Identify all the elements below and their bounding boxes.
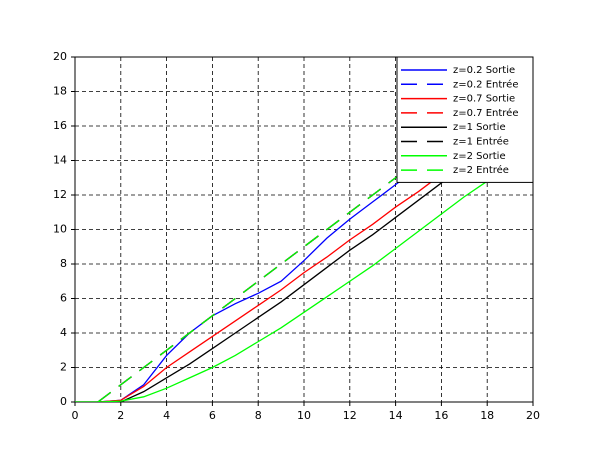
legend-label: z=0.7 Entrée	[453, 107, 518, 119]
y-tick-label: 4	[60, 326, 67, 339]
y-tick-label: 16	[53, 119, 67, 132]
x-tick-label: 2	[117, 409, 124, 422]
x-tick-label: 12	[343, 409, 357, 422]
legend-label: z=1 Sortie	[453, 122, 506, 133]
x-tick-label: 20	[526, 409, 540, 422]
y-tick-label: 6	[60, 292, 67, 305]
legend-label: z=1 Entrée	[453, 136, 509, 148]
x-tick-label: 14	[389, 409, 403, 422]
x-tick-label: 0	[72, 409, 79, 422]
x-tick-label: 6	[209, 409, 216, 422]
y-tick-label: 18	[53, 85, 67, 98]
legend-label: z=0.2 Sortie	[453, 65, 515, 76]
plot-frame	[74, 56, 534, 403]
y-tick-label: 0	[60, 395, 67, 408]
y-tick-label: 8	[60, 257, 67, 270]
series-line	[75, 146, 533, 402]
x-tick-label: 16	[434, 409, 448, 422]
x-tick-label: 4	[163, 409, 170, 422]
y-tick-label: 12	[53, 188, 67, 201]
x-tick-label: 8	[255, 409, 262, 422]
legend-label: z=2 Sortie	[453, 151, 506, 162]
y-tick-label: 2	[60, 361, 67, 374]
x-tick-label: 18	[480, 409, 494, 422]
y-tick-label: 14	[53, 154, 67, 167]
x-tick-label: 10	[297, 409, 311, 422]
y-tick-label: 10	[53, 223, 67, 236]
legend-label: z=0.2 Entrée	[453, 78, 518, 90]
y-tick-label: 20	[53, 50, 67, 63]
legend-label: z=2 Entrée	[453, 164, 509, 176]
legend-label: z=0.7 Sortie	[453, 94, 515, 105]
legend-box	[396, 56, 534, 183]
